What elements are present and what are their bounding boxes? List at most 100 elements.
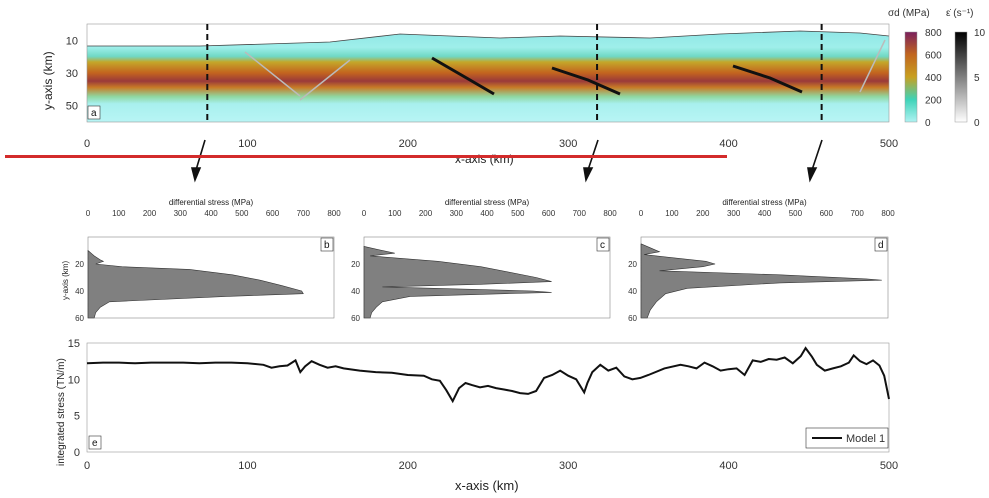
panel-e-ytick-label: 0 — [74, 447, 80, 459]
legend: Model 1 — [805, 427, 889, 449]
panel-a-xtick-label: 300 — [559, 138, 577, 150]
profile-xtick-label: 0 — [86, 209, 91, 218]
profile-ytick-label: 40 — [351, 287, 360, 296]
profile-xtick-label: 400 — [204, 209, 218, 218]
stress-profile-area — [640, 243, 882, 319]
colorbar-strainrate-tick-label: 10 — [974, 28, 986, 39]
profile-ytick-label: 60 — [75, 314, 84, 323]
profile-xtick-label: 200 — [696, 209, 710, 218]
profile-panel-d: 0 100 200 300 400 500 600 700 800 20 40 60 different… — [628, 198, 895, 323]
panel-a-frame — [86, 23, 890, 123]
profile-ytick-label: 60 — [351, 314, 360, 323]
profile-xtick-label: 600 — [820, 209, 834, 218]
profile-panel-letter: d — [878, 240, 884, 251]
panel-a-ytick-label: 50 — [66, 101, 78, 113]
panel-a-xtick-label: 0 — [84, 138, 90, 150]
panel-e-xtick-label: 0 — [84, 460, 90, 472]
profile-letter-box — [320, 237, 334, 252]
profile-xtick-label: 800 — [327, 209, 341, 218]
profile-ytick-label: 60 — [628, 314, 637, 323]
panel-e-xtick-label: 400 — [719, 460, 737, 472]
profile-xtick-label: 400 — [480, 209, 494, 218]
profile-panel-b: 0 100 200 300 400 500 600 700 800 20 40 60 different… — [61, 198, 341, 323]
colorbar-stress — [904, 31, 918, 123]
profile-xtick-label: 400 — [758, 209, 772, 218]
surface-topography — [87, 30, 890, 47]
stress-profile-area — [87, 249, 304, 319]
profile-ytick-label: 20 — [628, 260, 637, 269]
colorbars: σd (MPa) 0 200 400 600 800 ε̇ (s⁻¹) 0 5 10 — [888, 8, 986, 129]
profile-xtick-label: 700 — [850, 209, 864, 218]
shear-zone-1 — [431, 56, 495, 96]
panel-e-xtick-label: 100 — [238, 460, 256, 472]
profile-xtick-label: 100 — [388, 209, 402, 218]
colorbar-strainrate — [954, 31, 968, 123]
profile-ylabel: y-axis (km) — [61, 261, 70, 300]
profile-xtick-label: 500 — [235, 209, 249, 218]
colorbar-stress-tick-label: 400 — [925, 73, 942, 84]
panel-e-xtick-label: 300 — [559, 460, 577, 472]
profile-xtick-label: 300 — [727, 209, 741, 218]
profile-ytick-label: 40 — [628, 287, 637, 296]
colorbar-stress-tick-label: 200 — [925, 96, 942, 107]
panel-a-ytick-label: 10 — [66, 35, 78, 47]
profile-xtick-label: 600 — [266, 209, 280, 218]
profile-xtick-label: 500 — [789, 209, 803, 218]
profile-letter-box — [874, 237, 888, 252]
profile-xtick-label: 100 — [665, 209, 679, 218]
panel-e-ytick-label: 15 — [68, 338, 80, 350]
panel-a-ylabel: y-axis (km) — [41, 51, 55, 110]
profile-xtick-label: 500 — [511, 209, 525, 218]
profile-xtick-label: 800 — [881, 209, 895, 218]
panel-e-ytick-label: 5 — [74, 411, 80, 423]
panel-a-letter: a — [91, 108, 97, 119]
red-divider-line — [5, 155, 727, 158]
colorbar-stress-tick-label: 0 — [925, 118, 931, 129]
connector-arrows — [190, 139, 823, 183]
panel-a-ytick-label: 30 — [66, 68, 78, 80]
colorbar-strainrate-tick-label: 5 — [974, 73, 980, 84]
legend-label-model-1: Model 1 — [846, 433, 885, 445]
profile-xtick-label: 100 — [112, 209, 126, 218]
profile-xtick-label: 800 — [603, 209, 617, 218]
profile-xtick-label: 300 — [174, 209, 188, 218]
profile-xlabel: differential stress (MPa) — [445, 198, 530, 207]
profile-panel-letter: b — [324, 240, 330, 251]
profile-ytick-label: 20 — [75, 260, 84, 269]
colorbar-stress-tick-label: 800 — [925, 28, 942, 39]
colorbar-strainrate-title: ε̇ (s⁻¹) — [946, 8, 974, 19]
shear-zone-3 — [732, 64, 803, 94]
profile-panel-c: 0 100 200 300 400 500 600 700 800 20 40 60 different… — [351, 198, 617, 323]
colorbar-stress-tick-label: 600 — [925, 51, 942, 62]
profile-xtick-label: 300 — [450, 209, 464, 218]
series-model-1-line — [86, 346, 890, 404]
profile-xlabel: differential stress (MPa) — [169, 198, 254, 207]
panel-e-xlabel: x-axis (km) — [455, 478, 519, 493]
heatmap-body — [87, 31, 889, 122]
profile-xlabel: differential stress (MPa) — [722, 198, 807, 207]
profile-letter-box — [596, 237, 610, 252]
profile-xtick-label: 200 — [419, 209, 433, 218]
panel-a-xtick-label: 200 — [399, 138, 417, 150]
shear-zone-4 — [244, 39, 886, 101]
profile-xtick-label: 0 — [362, 209, 367, 218]
profile-panel-letter: c — [600, 240, 605, 251]
colorbar-stress-title: σd (MPa) — [888, 8, 930, 19]
profile-xtick-label: 200 — [143, 209, 157, 218]
panel-a-xtick-label: 500 — [880, 138, 898, 150]
panel-e-letter: e — [92, 438, 98, 449]
panel-a-xtick-label: 400 — [719, 138, 737, 150]
profile-xtick-label: 700 — [573, 209, 587, 218]
panel-a-xtick-label: 100 — [238, 138, 256, 150]
profile-xtick-label: 0 — [639, 209, 644, 218]
panel-e-xtick-label: 500 — [880, 460, 898, 472]
shear-zone-2 — [551, 66, 621, 96]
profile-panels: 0 100 200 300 400 500 600 700 800204060different… — [61, 198, 895, 323]
colorbar-strainrate-tick-label: 0 — [974, 118, 980, 129]
panel-e-ytick-label: 10 — [68, 374, 80, 386]
panel-e-xtick-label: 200 — [399, 460, 417, 472]
stress-profile-area — [363, 246, 552, 319]
profile-ytick-label: 20 — [351, 260, 360, 269]
profile-xtick-label: 700 — [297, 209, 311, 218]
